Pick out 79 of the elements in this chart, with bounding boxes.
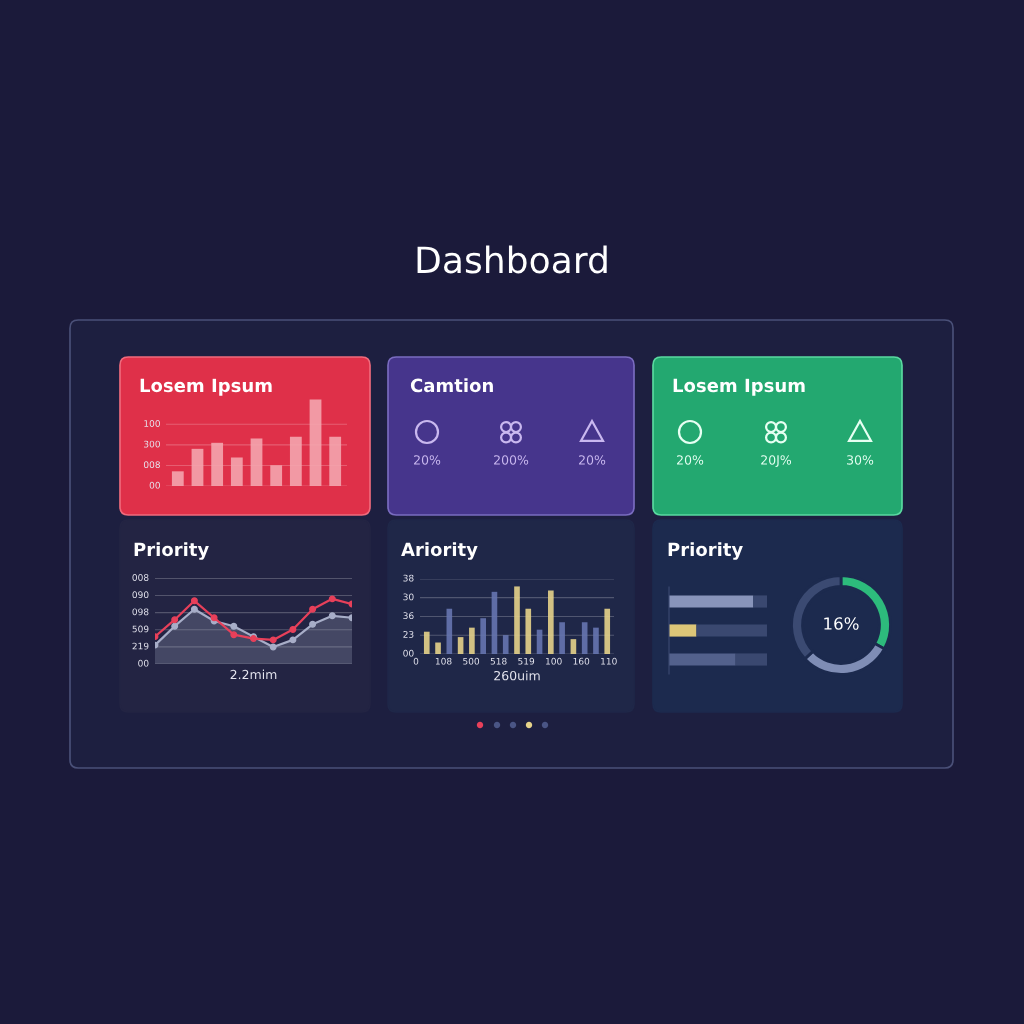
bar: [171, 471, 184, 486]
point: [171, 616, 179, 624]
text: 20%: [677, 455, 704, 465]
bar: [604, 608, 611, 654]
bar: [250, 438, 263, 486]
x-axis-title: 2.2mim: [230, 669, 277, 680]
text: 100: [546, 657, 562, 665]
bar: [593, 627, 599, 654]
chart-title: Losem Ipsum: [140, 378, 272, 396]
point: [328, 595, 336, 603]
bar: [753, 595, 767, 608]
bar: [480, 618, 486, 654]
bar: [525, 608, 532, 654]
bar: [669, 624, 697, 637]
text: 100: [144, 420, 160, 427]
point: [230, 631, 238, 639]
point: [269, 636, 277, 644]
text: Losem Ipsum: [673, 378, 805, 396]
text: 00: [138, 659, 149, 667]
chart-title: Priority: [134, 542, 209, 560]
text: 098: [132, 608, 149, 616]
text: 518: [490, 657, 507, 665]
bar: [502, 635, 509, 654]
bar: [270, 465, 283, 486]
point: [171, 622, 179, 630]
text: 509: [132, 625, 149, 633]
point: [190, 605, 198, 613]
text: 00: [403, 649, 414, 657]
bar: [548, 590, 554, 654]
bar: [423, 631, 430, 654]
text: Camtion: [410, 378, 493, 393]
point: [289, 636, 297, 644]
text: 519: [518, 657, 535, 665]
text: 108: [435, 657, 452, 665]
text: 008: [132, 574, 149, 581]
bar: [435, 642, 441, 654]
text: 0: [413, 657, 419, 665]
text: Dashboard: [417, 245, 607, 274]
text: 36: [403, 612, 414, 620]
text: 00: [149, 481, 160, 489]
bar: [211, 442, 224, 486]
text: 23: [403, 631, 414, 638]
text: 20J%: [761, 455, 792, 467]
bar: [469, 627, 475, 654]
text: 200%: [494, 455, 529, 465]
point: [309, 620, 317, 628]
x-axis-title: 260uim: [494, 670, 540, 681]
text: 38: [403, 574, 414, 582]
bar: [289, 436, 302, 486]
bar: [735, 653, 767, 666]
text: 30: [403, 593, 414, 601]
text: 110: [601, 657, 617, 665]
point: [328, 612, 336, 620]
text: 219: [132, 642, 149, 650]
text: 30%: [847, 455, 874, 465]
text: 20%: [579, 455, 606, 465]
text: 16%: [824, 617, 859, 630]
bar: [329, 436, 342, 486]
point: [190, 597, 198, 605]
point: [309, 605, 317, 613]
chart-title: Priority: [668, 542, 743, 560]
chart-title: Ariority: [401, 542, 478, 560]
bar: [309, 399, 322, 486]
bar: [669, 653, 736, 666]
text: 160: [573, 657, 590, 665]
point: [269, 643, 277, 651]
text: 008: [143, 461, 160, 469]
point: [230, 622, 238, 630]
bar: [559, 622, 565, 654]
point: [289, 625, 297, 633]
text: 500: [463, 657, 480, 665]
bar: [696, 624, 767, 637]
text: 300: [144, 440, 160, 448]
bar: [669, 595, 754, 608]
bar: [191, 448, 204, 486]
bar: [514, 586, 520, 654]
text: 20%: [414, 455, 441, 465]
text: 090: [132, 591, 149, 599]
bar: [230, 457, 243, 486]
